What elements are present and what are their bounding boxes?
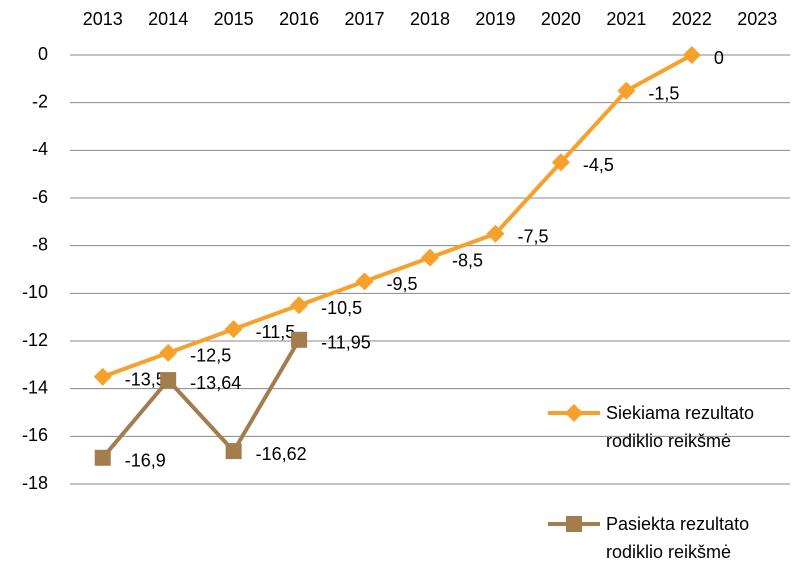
legend-label: Pasiekta rezultato rodiklio reikšmė <box>606 514 750 562</box>
data-label: -4,5 <box>583 155 614 175</box>
data-point <box>291 331 308 348</box>
legend-marker <box>565 404 583 422</box>
y-tick-label: -2 <box>32 91 48 111</box>
data-label: -1,5 <box>648 84 679 104</box>
y-tick-label: -12 <box>22 330 48 350</box>
x-tick-label: 2013 <box>83 9 123 29</box>
x-tick-label: 2018 <box>410 9 450 29</box>
data-point <box>617 81 636 100</box>
x-tick-label: 2021 <box>606 9 646 29</box>
legend-label: Siekiama rezultato rodiklio reikšmė <box>606 403 755 451</box>
legend-marker <box>566 516 582 532</box>
data-point <box>421 248 439 267</box>
series-line <box>102 53 693 379</box>
data-point <box>682 46 701 64</box>
data-point <box>224 320 243 339</box>
y-tick-label: 0 <box>38 44 48 64</box>
data-point <box>93 367 112 386</box>
data-label: -12,5 <box>190 346 231 366</box>
data-label: -13,64 <box>190 373 241 393</box>
y-tick-label: -18 <box>22 473 48 493</box>
y-tick-label: -10 <box>22 282 48 302</box>
data-point <box>159 343 178 362</box>
data-label: -11,5 <box>256 322 296 342</box>
x-tick-label: 2017 <box>345 9 385 29</box>
y-tick-label: -6 <box>32 187 48 207</box>
data-label: 0 <box>714 48 724 68</box>
x-tick-label: 2020 <box>541 9 581 29</box>
x-tick-label: 2023 <box>737 9 777 29</box>
x-tick-label: 2019 <box>475 9 515 29</box>
x-tick-label: 2015 <box>214 9 254 29</box>
x-tick-label: 2016 <box>279 9 319 29</box>
data-point <box>225 443 242 460</box>
data-point <box>94 449 111 466</box>
y-tick-label: -8 <box>32 234 48 254</box>
data-label: -13,5 <box>125 370 166 390</box>
data-label: -16,9 <box>125 451 166 471</box>
data-label: -10,5 <box>321 298 362 318</box>
data-label: -7,5 <box>517 227 548 247</box>
data-point <box>290 296 309 315</box>
y-tick-label: -16 <box>22 425 48 445</box>
x-tick-label: 2014 <box>148 9 188 29</box>
series-line <box>101 338 301 460</box>
data-point <box>355 272 374 291</box>
x-tick-label: 2022 <box>672 9 712 29</box>
data-label: -16,62 <box>256 444 307 464</box>
data-point <box>551 153 570 172</box>
data-label: -8,5 <box>452 250 483 270</box>
data-point <box>486 224 505 243</box>
y-tick-label: -4 <box>32 139 48 159</box>
y-tick-label: -14 <box>22 377 48 397</box>
data-point <box>160 372 177 389</box>
data-label: -9,5 <box>387 274 418 294</box>
data-label: -11,95 <box>321 333 371 353</box>
